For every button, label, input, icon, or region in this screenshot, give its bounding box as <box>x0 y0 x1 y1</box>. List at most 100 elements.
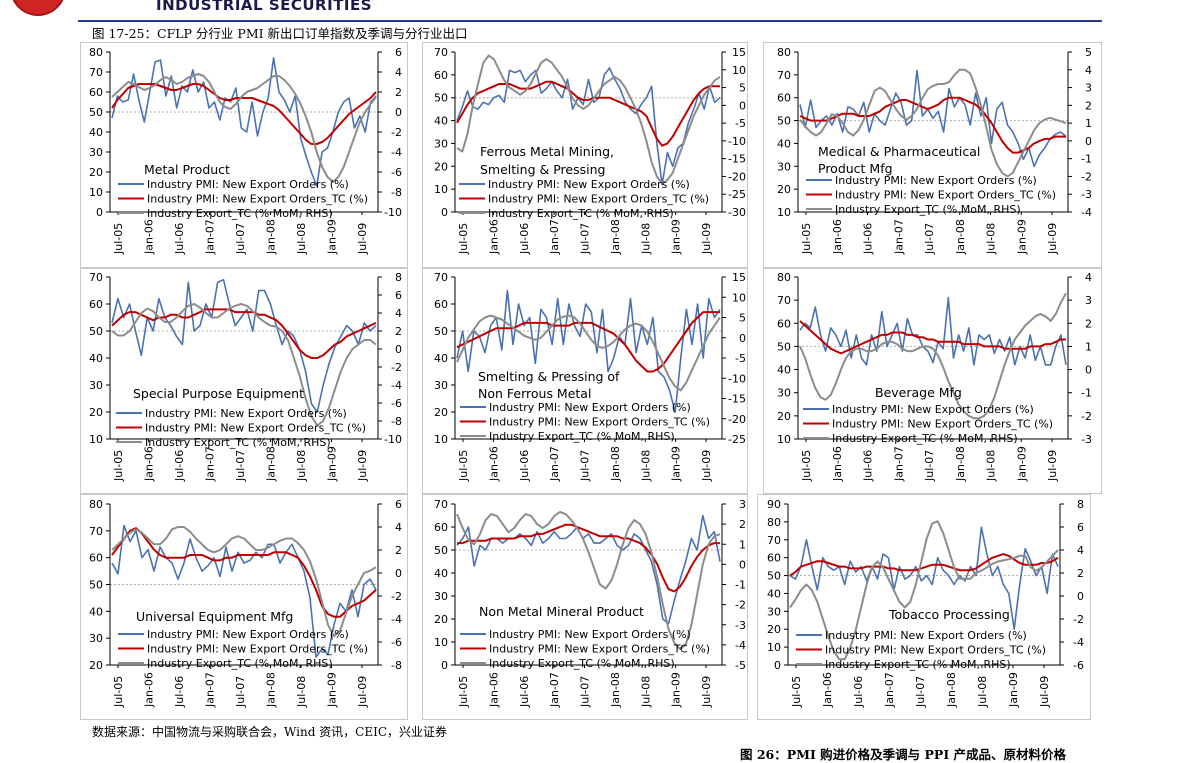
legend-entry: Industry PMI: New Export Orders (%) <box>488 178 690 191</box>
series-line-export <box>111 73 377 183</box>
y-tick-label-right: -10 <box>728 135 746 148</box>
y-tick-label-left: 60 <box>89 86 103 99</box>
x-tick-label: Jul-06 <box>518 450 531 482</box>
legend-entry: Industry PMI: New Export Orders_TC (%) <box>835 189 1056 202</box>
y-tick-label-right: 0 <box>1085 364 1092 377</box>
y-tick-label-right: 6 <box>395 498 402 511</box>
y-tick-label-right: 2 <box>739 518 746 531</box>
y-tick-label-right: -8 <box>391 186 402 199</box>
y-tick-label-left: 40 <box>89 352 103 365</box>
series-line-pmi-tc <box>799 320 1066 355</box>
y-tick-label-right: -5 <box>735 352 746 365</box>
y-tick-label-right: 2 <box>395 544 402 557</box>
y-tick-label-right: -10 <box>384 433 402 446</box>
series-line-pmi <box>799 296 1067 366</box>
y-tick-label-right: 2 <box>1085 99 1092 112</box>
x-tick-label: Jan-07 <box>548 219 561 255</box>
series-line-export <box>799 292 1067 420</box>
y-tick-label-left: 30 <box>89 146 103 159</box>
series-line-pmi <box>456 289 721 413</box>
y-tick-label-left: 80 <box>777 46 791 59</box>
chart-panel-7: 20 30 40 50 60 70 80 -8 -6 -4 -2 0 2 4 6 Jul-05 Jan-06 Ju… <box>80 494 408 720</box>
y-tick-label-left: 30 <box>89 632 103 645</box>
y-tick-label-left: 50 <box>767 570 781 583</box>
y-tick-label-right: -8 <box>391 659 402 672</box>
y-tick-label-left: 80 <box>89 498 103 511</box>
y-tick-label-right: -20 <box>728 170 746 183</box>
y-tick-label-right: -6 <box>1073 659 1084 672</box>
header-rule <box>78 20 1102 22</box>
legend-entry: Industry Export_TC (% MoM, RHS) <box>825 658 1011 671</box>
y-tick-label-right: -25 <box>728 433 746 446</box>
legend-entry: Industry Export_TC (% MoM, RHS) <box>145 436 331 449</box>
x-tick-label: Jan-08 <box>265 219 278 255</box>
y-tick-label-left: 10 <box>767 641 781 654</box>
y-tick-label-left: 60 <box>89 298 103 311</box>
y-tick-label-right: -20 <box>728 413 746 426</box>
y-tick-label-left: 50 <box>89 106 103 119</box>
figure-title: 图 17-25：CFLP 分行业 PMI 新出口订单指数及季调与分行业出口 <box>92 26 468 41</box>
chart-title: Product Mfg <box>818 161 893 176</box>
y-tick-label-right: 4 <box>1085 64 1092 77</box>
y-tick-label-left: 30 <box>434 379 448 392</box>
series-line-export <box>111 526 377 638</box>
x-tick-label: Jan-07 <box>204 219 217 255</box>
y-tick-label-right: 15 <box>732 271 746 284</box>
x-tick-label: Jul-07 <box>579 676 592 708</box>
y-tick-label-left: 30 <box>434 590 448 603</box>
y-tick-label-right: -3 <box>1081 433 1092 446</box>
y-tick-label-left: 60 <box>89 552 103 565</box>
y-tick-label-right: -1 <box>1081 153 1092 166</box>
series-line-pmi <box>456 67 721 186</box>
y-tick-label-right: 1 <box>1085 117 1092 130</box>
x-tick-label: Jul-09 <box>1046 450 1059 482</box>
legend-entry: Industry PMI: New Export Orders_TC (%) <box>145 422 366 435</box>
chart-frame <box>763 42 1102 268</box>
y-tick-label-left: 60 <box>434 521 448 534</box>
y-tick-label-right: -6 <box>391 636 402 649</box>
y-tick-label-left: 80 <box>777 271 791 284</box>
x-tick-label: Jul-09 <box>700 450 713 482</box>
x-tick-label: Jul-07 <box>579 450 592 482</box>
y-tick-label-right: 0 <box>395 343 402 356</box>
chart-panel-5: 10 20 30 40 50 60 70 -25 -20 -15 -10 -5 0 5 10 15 Jul-05… <box>422 268 748 494</box>
y-tick-label-left: 50 <box>434 325 448 338</box>
y-tick-label-left: 10 <box>89 433 103 446</box>
y-tick-label-right: 5 <box>739 82 746 95</box>
x-tick-label: Jan-06 <box>143 446 156 482</box>
y-tick-label-left: 30 <box>434 137 448 150</box>
y-tick-label-right: 6 <box>1077 521 1084 534</box>
y-tick-label-left: 30 <box>767 605 781 618</box>
y-tick-label-right: 0 <box>739 558 746 571</box>
y-tick-label-left: 90 <box>767 498 781 511</box>
x-tick-label: Jul-06 <box>862 450 875 482</box>
series-line-pmi-tc <box>457 523 720 593</box>
y-tick-label-left: 40 <box>434 567 448 580</box>
legend-entry: Industry Export_TC (% MoM, RHS) <box>147 207 333 220</box>
y-tick-label-left: 40 <box>777 137 791 150</box>
chart-title: Medical & Pharmaceutical <box>818 144 980 159</box>
x-tick-label: Jul-07 <box>923 450 936 482</box>
x-tick-label: Jul-08 <box>639 223 652 255</box>
y-tick-label-right: 10 <box>732 64 746 77</box>
y-tick-label-right: -1 <box>735 579 746 592</box>
y-tick-label-right: -2 <box>1081 410 1092 423</box>
x-tick-label: Jan-06 <box>487 446 500 482</box>
series-line-export <box>456 314 721 392</box>
y-tick-label-right: 0 <box>739 332 746 345</box>
x-tick-label: Jul-08 <box>639 676 652 708</box>
chart-panel-4: 10 20 30 40 50 60 70 -10 -8 -6 -4 -2 0 2 4 6 8 Jul-05 Jan-… <box>80 268 408 494</box>
x-tick-label: Jul-07 <box>923 223 936 255</box>
x-tick-label: Jul-06 <box>173 450 186 482</box>
y-tick-label-left: 10 <box>89 186 103 199</box>
y-tick-label-left: 60 <box>767 552 781 565</box>
series-line-export <box>111 303 377 427</box>
y-tick-label-right: -4 <box>1073 636 1084 649</box>
x-tick-label: Jan-06 <box>143 219 156 255</box>
y-tick-label-left: 50 <box>89 579 103 592</box>
y-tick-label-left: 40 <box>777 364 791 377</box>
y-tick-label-right: -4 <box>735 639 746 652</box>
legend-entry: Industry Export_TC (% MoM, RHS) <box>489 657 675 670</box>
x-tick-label: Jul-08 <box>639 450 652 482</box>
chart-panel-9: 0 10 20 30 40 50 60 70 80 90 -6 -4 -2 0 2 4 6 8 Jul-05 Jan-… <box>757 494 1091 720</box>
